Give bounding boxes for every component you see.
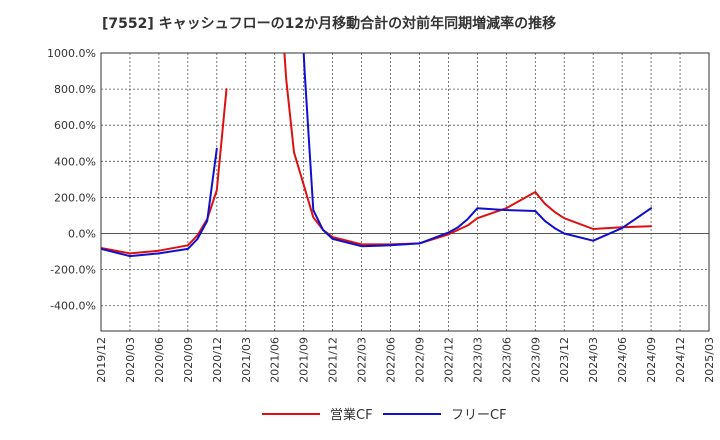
series-line-operating-cf <box>101 88 228 255</box>
x-tick-label: 2021/03 <box>240 337 253 383</box>
x-tick-label: 2021/12 <box>327 337 340 383</box>
y-tick-label: -400.0% <box>50 300 96 313</box>
y-tick-label: 400.0% <box>54 155 96 168</box>
x-tick-label: 2023/12 <box>558 337 571 383</box>
x-tick-label: 2024/06 <box>616 337 629 383</box>
x-tick-label: 2020/06 <box>153 337 166 383</box>
x-tick-label: 2020/09 <box>182 337 195 383</box>
legend-label: フリーCF <box>451 408 507 423</box>
y-tick-label: 800.0% <box>54 83 96 96</box>
y-tick-label: 600.0% <box>54 119 96 132</box>
x-tick-label: 2023/09 <box>529 337 542 383</box>
x-tick-label: 2020/12 <box>211 337 224 383</box>
y-tick-label: 200.0% <box>54 191 96 204</box>
chart-title: [7552] キャッシュフローの12か月移動合計の対前年同期増減率の推移 <box>102 15 556 32</box>
series-line-operating-cf <box>283 53 653 246</box>
x-tick-label: 2022/12 <box>442 337 455 383</box>
series-line-free-cf <box>302 53 653 248</box>
x-tick-label: 2021/09 <box>298 337 311 383</box>
series-line-free-cf <box>101 147 218 258</box>
x-tick-label: 2023/03 <box>471 337 484 383</box>
legend-label: 営業CF <box>330 407 373 423</box>
x-tick-label: 2019/12 <box>95 337 108 383</box>
x-tick-label: 2023/06 <box>500 337 513 383</box>
y-tick-label: -200.0% <box>50 264 96 277</box>
x-tick-label: 2024/09 <box>645 337 658 383</box>
series-lines <box>101 53 653 258</box>
x-tick-label: 2022/06 <box>385 337 398 383</box>
legend: 営業CF フリーCF <box>262 407 507 423</box>
x-tick-label: 2024/03 <box>587 337 600 383</box>
plot-frame <box>100 52 710 332</box>
x-tick-label: 2021/06 <box>269 337 282 383</box>
x-tick-label: 2022/09 <box>413 337 426 383</box>
y-tick-label: 1000.0% <box>47 47 96 60</box>
y-tick-label: 0.0% <box>68 228 96 241</box>
x-tick-label: 2024/12 <box>674 337 687 383</box>
x-tick-label: 2020/03 <box>124 337 137 383</box>
x-tick-label: 2025/03 <box>703 337 716 383</box>
plot-area: -400.0% -200.0% 0.0% 200.0% 400.0% 600.0% 800.… <box>47 47 716 383</box>
x-tick-label: 2022/03 <box>356 337 369 383</box>
